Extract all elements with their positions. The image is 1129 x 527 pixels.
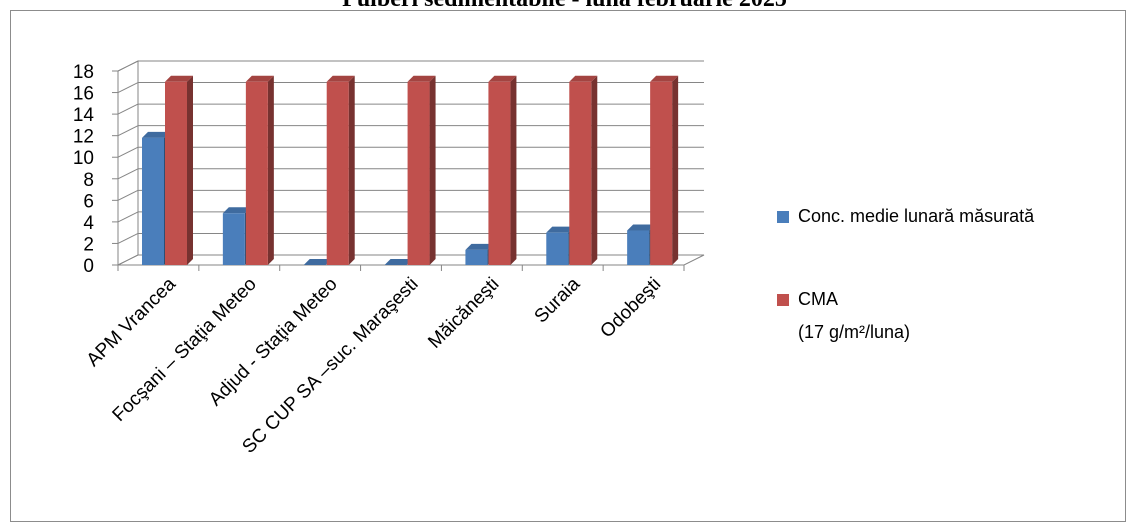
y-tick-label: 10	[73, 148, 94, 169]
bar-front	[627, 230, 650, 265]
bar-side	[267, 75, 274, 266]
legend-swatch-cma	[777, 294, 789, 306]
y-tick-label: 4	[83, 213, 94, 234]
y-tick-label: 16	[73, 84, 94, 105]
bar-top	[465, 243, 494, 250]
chart-frame	[10, 10, 1126, 522]
x-tick-label: Odobeşti	[596, 274, 665, 343]
bar-front	[165, 81, 187, 266]
bar-side	[187, 75, 193, 266]
bar-top	[569, 75, 598, 82]
bar	[650, 75, 679, 266]
bar-front	[407, 81, 430, 266]
y-tick-label: 0	[83, 256, 94, 277]
bar-top	[650, 75, 679, 82]
y-tick-label: 2	[83, 234, 94, 255]
bar	[569, 75, 598, 266]
x-tick-label: Măicăneşti	[424, 274, 503, 353]
bar-top	[407, 75, 436, 82]
bar-front	[142, 137, 164, 265]
bar-side	[348, 75, 355, 266]
legend-label-cma-unit: (17 g/m²/luna)	[798, 322, 911, 342]
bar	[384, 259, 413, 265]
bar-front	[488, 81, 511, 266]
bar	[488, 75, 517, 266]
bar-front	[465, 249, 488, 265]
gridline-side	[117, 103, 139, 115]
bar-front	[245, 81, 268, 266]
x-tick-label: SC CUP SA –suc. Maraşesti	[238, 274, 422, 458]
chart-title: Pulberi sedimentabile - luna februarie 2…	[0, 0, 1129, 13]
y-tick-label: 18	[73, 62, 94, 83]
bar-front	[222, 213, 245, 265]
gridline-side	[117, 125, 139, 137]
bar-side	[510, 75, 517, 266]
bar-top	[303, 259, 332, 265]
legend-label-cma: CMA	[798, 289, 838, 309]
gridline-side	[117, 60, 139, 72]
legend-swatch-measured	[777, 211, 789, 223]
bar	[165, 75, 193, 266]
bar-top	[546, 226, 575, 233]
bar-side	[591, 75, 598, 266]
x-tick-label: Focşani – Staţia Meteo	[109, 274, 261, 426]
y-tick-label: 8	[83, 170, 94, 191]
gridline-side	[117, 168, 139, 180]
bar-front	[569, 81, 592, 266]
bar-front	[326, 81, 349, 266]
gridline-side	[117, 82, 139, 94]
bar-top	[165, 75, 193, 82]
bar-front	[546, 232, 569, 265]
bar-top	[384, 259, 413, 265]
bars	[117, 75, 685, 271]
bar-front	[650, 81, 673, 266]
bar-top	[326, 75, 355, 82]
bar-top	[245, 75, 274, 82]
x-tick-label: Suraia	[531, 273, 585, 327]
bar-top	[627, 224, 656, 231]
bar	[303, 259, 332, 265]
bar-side	[429, 75, 436, 266]
bar	[245, 75, 274, 266]
bar-side	[672, 75, 679, 266]
y-tick-label: 14	[73, 105, 95, 126]
y-tick-label: 12	[73, 127, 94, 148]
gridline-side	[117, 211, 139, 223]
bar-top	[142, 131, 170, 138]
bar	[326, 75, 355, 266]
gridline-side	[117, 146, 139, 158]
legend-label-measured: Conc. medie lunară măsurată	[798, 206, 1035, 226]
bar-top	[222, 207, 251, 214]
gridline-side	[117, 232, 139, 244]
gridline-side	[117, 189, 139, 201]
bar-top	[488, 75, 517, 82]
y-tick-label: 6	[83, 191, 94, 212]
bar	[407, 75, 436, 266]
